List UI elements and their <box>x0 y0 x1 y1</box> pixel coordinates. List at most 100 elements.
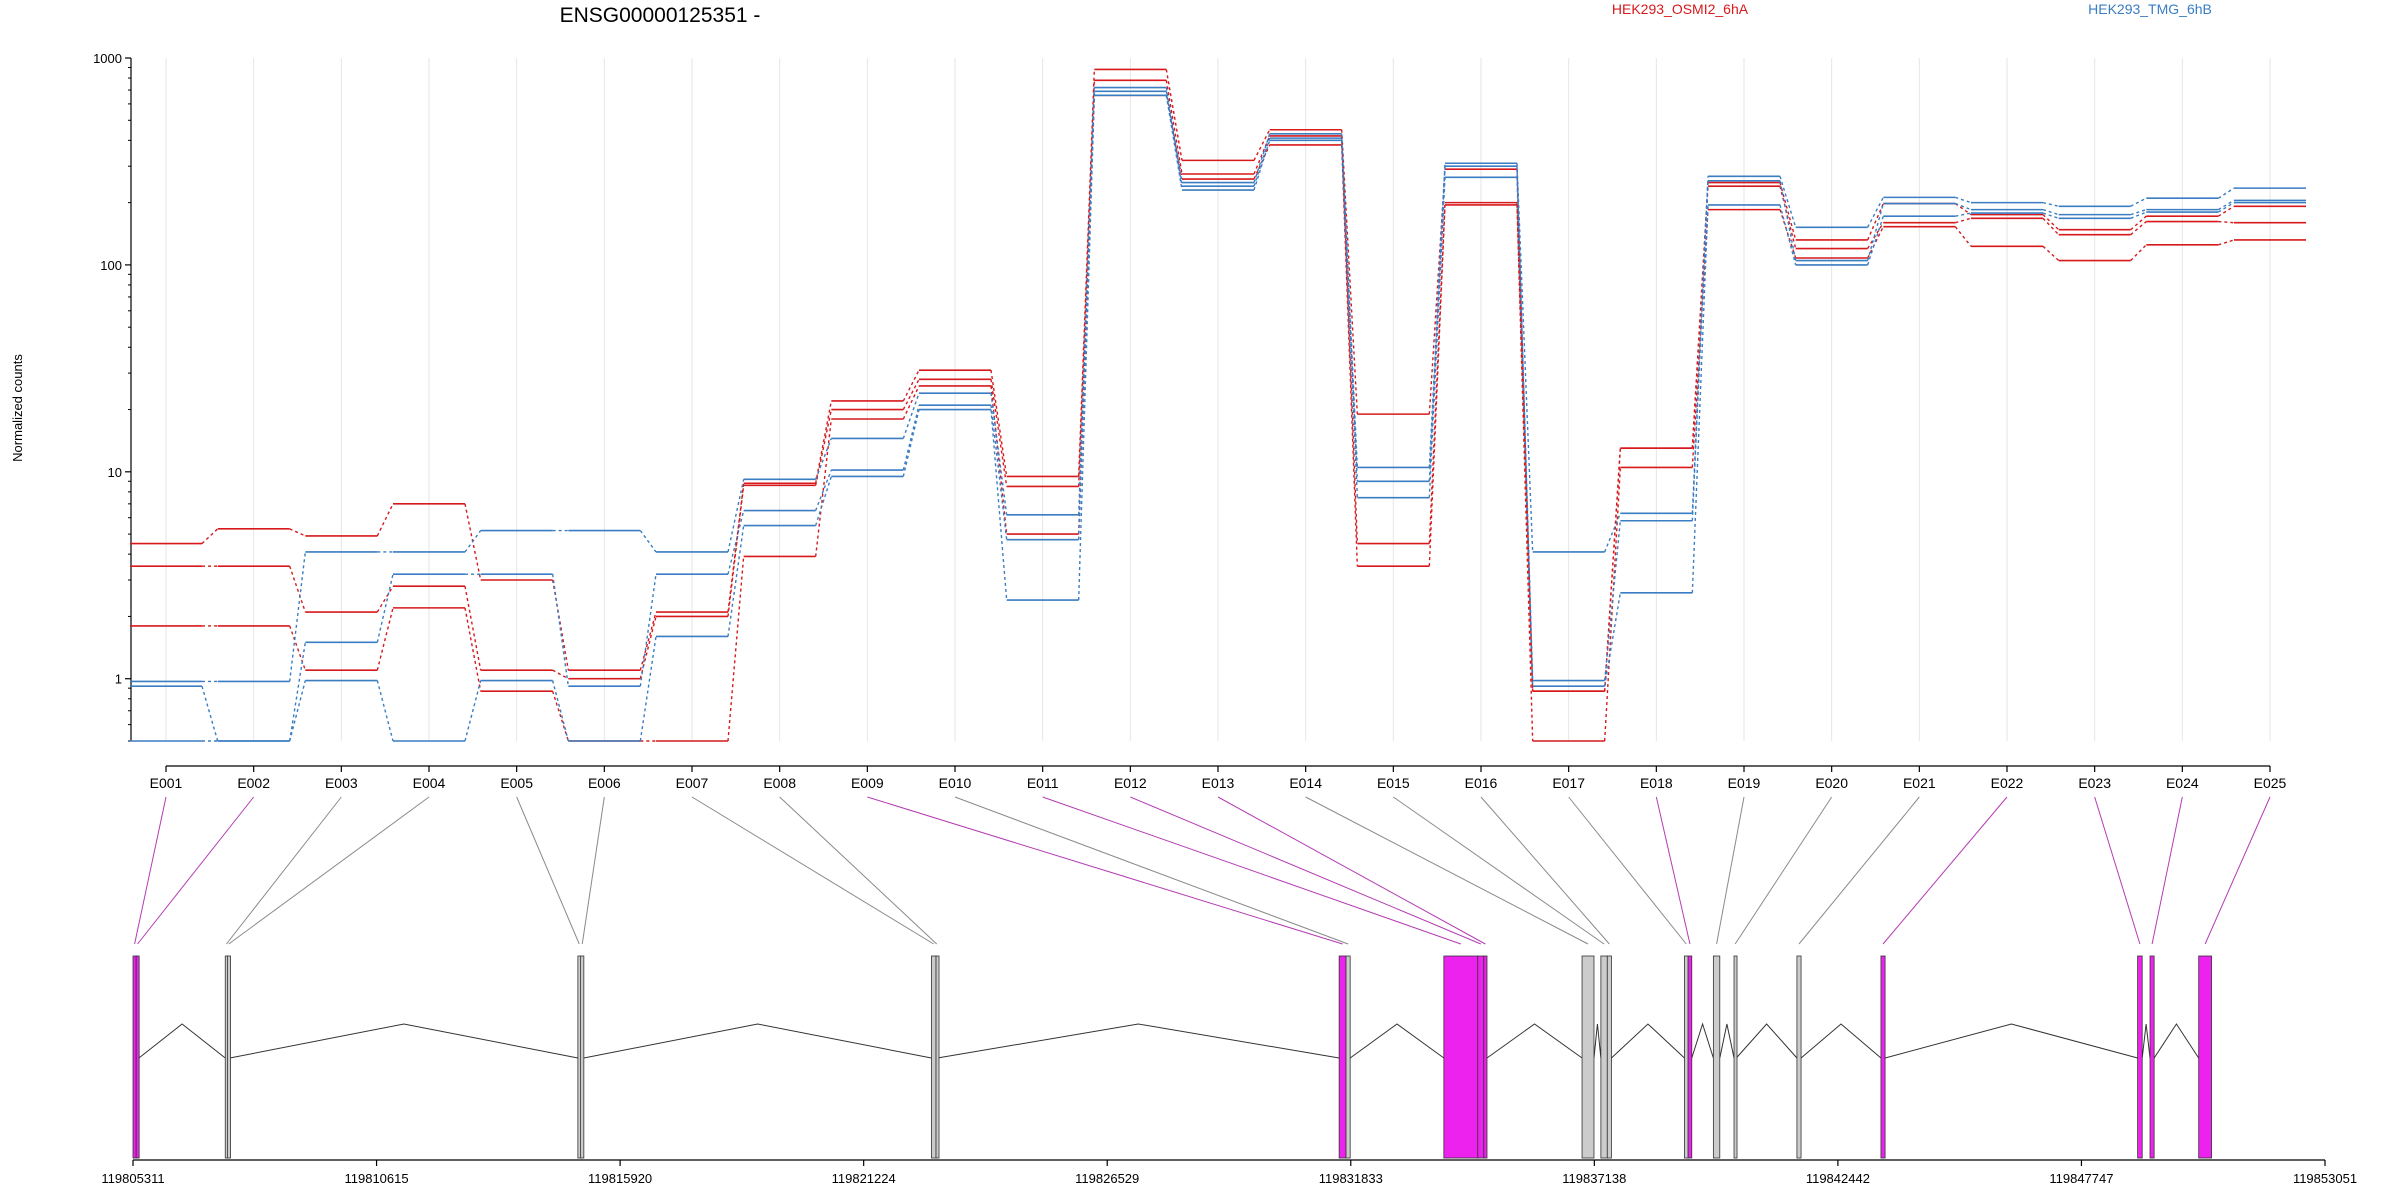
series-link <box>288 551 307 682</box>
series-link <box>1955 212 1972 217</box>
exon-connector <box>1393 796 1605 945</box>
exon-connectors <box>134 796 2271 945</box>
series-link <box>1516 177 1534 687</box>
x-tick-label: E023 <box>2078 775 2111 791</box>
series-link <box>727 556 745 742</box>
exon-block <box>1443 955 1479 1159</box>
exon-connector <box>225 796 342 945</box>
x-tick-label: E004 <box>413 775 446 791</box>
x-tick-label: E010 <box>939 775 972 791</box>
exon-block <box>2149 955 2155 1159</box>
series-link <box>464 586 482 671</box>
x-tick-label: E021 <box>1903 775 1936 791</box>
series-link <box>727 483 745 613</box>
exon-connector <box>2204 796 2271 945</box>
exon-block <box>2198 955 2212 1159</box>
series-link <box>2042 208 2059 216</box>
series-link <box>464 607 482 692</box>
exon-block <box>2137 955 2143 1159</box>
exon-connector <box>1882 796 2008 945</box>
series-link <box>815 469 832 511</box>
series-link <box>1954 226 1972 247</box>
intron-line <box>138 1023 226 1059</box>
series-link <box>464 530 482 553</box>
series-link <box>990 393 1008 515</box>
x-tick-label: E014 <box>1289 775 1322 791</box>
series-link <box>2042 201 2059 207</box>
series-link <box>1253 140 1271 191</box>
series-link <box>1955 217 1972 224</box>
exon-connector <box>1655 796 1691 945</box>
intron-line <box>1735 1023 1798 1059</box>
exon-connector <box>134 796 167 945</box>
series-link <box>902 378 920 410</box>
series-link <box>1866 203 1885 261</box>
series-link <box>2042 212 2059 219</box>
intron-line <box>1593 1023 1602 1059</box>
exon-block <box>1338 955 1347 1159</box>
series-link <box>2217 187 2235 199</box>
series-link <box>639 636 657 742</box>
series-link <box>1340 144 1359 567</box>
y-tick-label: 1 <box>115 672 122 687</box>
series-link <box>902 409 920 477</box>
exon-connector <box>2151 796 2183 945</box>
exon-block <box>1600 955 1608 1159</box>
series-link <box>639 530 657 553</box>
exon-block <box>1687 955 1693 1159</box>
coord-tick-label: 119821224 <box>832 1171 896 1186</box>
x-tick-label: E006 <box>588 775 621 791</box>
series-link <box>1691 209 1709 468</box>
y-tick-label: 100 <box>100 258 122 273</box>
x-tick-label: E016 <box>1465 775 1498 791</box>
series-link <box>1691 180 1709 521</box>
coord-tick-label: 119810615 <box>345 1171 409 1186</box>
series-link <box>1779 204 1797 266</box>
series-link <box>1428 163 1446 468</box>
series-link <box>1955 202 1972 211</box>
series-link <box>1516 204 1534 742</box>
series-link <box>376 680 394 742</box>
series-link <box>990 379 1008 487</box>
series-link <box>552 669 569 680</box>
chart-title: ENSG00000125351 - <box>560 4 761 27</box>
exon-block <box>1880 955 1886 1159</box>
exon-connector <box>1568 796 1687 945</box>
x-tick-label: E005 <box>500 775 533 791</box>
exon-block <box>931 955 937 1159</box>
series-link <box>1253 135 1271 175</box>
exon-block <box>580 955 585 1159</box>
intron-line <box>2153 1023 2200 1059</box>
series-link <box>1165 80 1183 175</box>
series-link <box>2130 211 2147 219</box>
exon-connector <box>228 796 430 945</box>
exon-block <box>1606 955 1612 1159</box>
x-tick-label: E024 <box>2166 775 2199 791</box>
x-tick-label: E018 <box>1640 775 1673 791</box>
exon-connector <box>1042 796 1461 945</box>
series-link <box>990 385 1008 535</box>
series-link <box>201 528 219 545</box>
y-axis-label: Normalized counts <box>10 354 25 462</box>
intron-line <box>1349 1023 1445 1059</box>
intron-line <box>1611 1023 1685 1059</box>
coord-tick-label: 119847747 <box>2049 1171 2113 1186</box>
y-axis: 1 10 100 1000 <box>93 51 132 742</box>
y-tick-label: 10 <box>108 465 122 480</box>
series-HEK293_TMG_6hB <box>130 94 2306 742</box>
series-layer <box>130 68 2306 742</box>
series-link <box>2042 214 2060 231</box>
series-link <box>2130 208 2147 216</box>
series-link <box>1077 95 1096 601</box>
series-HEK293_OSMI2_6hA <box>130 79 2306 693</box>
x-axis: E001 E002 E003 E004 E005 E006 E007 E008 E009 E010… <box>150 765 2287 791</box>
series-link <box>814 409 833 486</box>
exon-block <box>1345 955 1351 1159</box>
y-tick-label: 1000 <box>93 51 122 66</box>
intron-line <box>229 1023 578 1059</box>
x-tick-label: E002 <box>237 775 270 791</box>
x-tick-label: E007 <box>676 775 709 791</box>
x-tick-label: E001 <box>150 775 183 791</box>
series-link <box>464 680 482 742</box>
